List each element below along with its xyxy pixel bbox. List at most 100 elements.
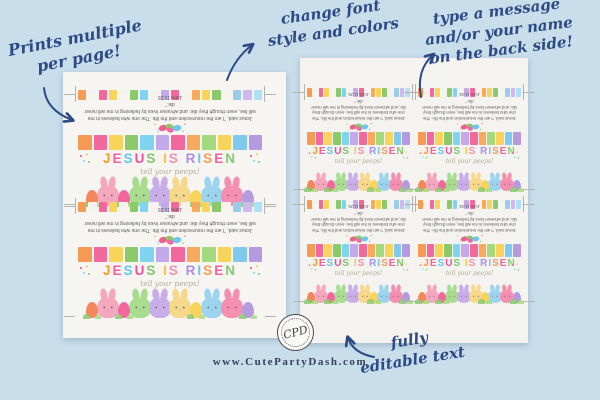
title-letter: N <box>396 258 405 269</box>
title-letter: S <box>123 151 135 166</box>
title-letter: U <box>445 258 454 269</box>
easter-egg-icon <box>83 189 101 207</box>
jellybean-cluster <box>78 234 262 245</box>
crop-mark <box>64 315 75 317</box>
strip-square <box>315 244 324 257</box>
strip-square <box>446 200 452 209</box>
scripture-reference: John 11:25 <box>459 92 480 98</box>
peep-bunny-icon <box>221 175 243 206</box>
strip-square <box>108 90 118 100</box>
crop-mark <box>265 206 276 207</box>
title-letter: S <box>437 146 446 157</box>
strip-square <box>470 132 478 145</box>
note-change-font: change font style and colors <box>260 0 404 52</box>
crop-mark <box>523 84 524 100</box>
strip-square <box>504 88 510 97</box>
confetti-sprinkles-icon <box>511 263 520 271</box>
strip-square <box>312 88 318 97</box>
strip-square <box>435 88 441 97</box>
strip-square <box>487 88 493 97</box>
title-letter: E <box>112 151 124 166</box>
easter-card: Jesus said, “I am the resurrection and t… <box>64 86 276 207</box>
strip-square <box>393 132 402 145</box>
title-letter: R <box>185 263 198 278</box>
scripture-reference: John 11:25 <box>157 205 183 212</box>
strip-square <box>233 247 247 262</box>
strip-square <box>461 132 470 145</box>
crop-mark <box>265 315 276 317</box>
strip-square <box>359 244 367 257</box>
scripture-quote: Jesus said, “I am the resurrection and t… <box>84 213 256 234</box>
strip-square <box>341 88 347 97</box>
crop-mark <box>404 189 415 190</box>
strip-square <box>155 135 169 150</box>
strip-square <box>108 202 118 212</box>
strip-square <box>253 90 262 100</box>
crop-mark <box>293 204 304 205</box>
title-letter: S <box>168 263 180 278</box>
strip-square <box>393 200 399 209</box>
strip-square <box>324 132 333 145</box>
title-letter: N <box>225 263 237 278</box>
title-letter: E <box>388 258 397 269</box>
strip-square <box>496 244 504 257</box>
strip-square <box>307 244 315 257</box>
crop-mark <box>64 94 75 95</box>
strip-square <box>435 132 444 145</box>
title-letter: I <box>197 263 204 278</box>
fold-back-strip <box>78 90 262 100</box>
title-letter: J <box>103 151 113 166</box>
strip-square <box>232 202 242 212</box>
title-letter: J <box>312 146 319 157</box>
strip-square <box>493 200 498 209</box>
strip-square <box>202 135 216 150</box>
title-letter: S <box>437 258 446 269</box>
strip-square <box>426 244 435 257</box>
title-letter: I <box>488 258 493 269</box>
crop-mark <box>404 92 415 93</box>
strip-square <box>181 202 190 212</box>
strip-square <box>470 88 475 97</box>
strip-square <box>487 244 496 257</box>
strip-square <box>478 132 487 145</box>
strip-square <box>435 200 441 209</box>
scripture-quote: Jesus said, “I am the resurrection and t… <box>311 210 406 233</box>
jellybean-cluster <box>78 122 262 133</box>
jellybean-cluster <box>418 122 521 131</box>
easter-egg-icon <box>115 301 133 319</box>
strip-square <box>181 90 190 100</box>
strip-square <box>324 244 333 257</box>
jellybeans-icon <box>456 122 483 131</box>
title-letter: S <box>342 146 351 157</box>
title-letter: S <box>168 151 180 166</box>
strip-square <box>324 88 330 97</box>
strip-square <box>347 88 353 97</box>
strip-square <box>452 200 458 209</box>
scripture-reference: John 11:25 <box>459 204 480 210</box>
strip-square <box>370 88 376 97</box>
title-letter: E <box>499 258 508 269</box>
title-row: JESUS IS RISEN <box>307 258 410 271</box>
strip-square <box>376 88 382 97</box>
title-letter: U <box>134 263 147 278</box>
peep-bunny-icon <box>333 284 348 303</box>
peep-bunny-icon <box>169 287 191 318</box>
title-row: JESUS IS RISEN <box>78 152 262 166</box>
strip-square <box>402 132 411 145</box>
title-letter: E <box>499 146 508 157</box>
confetti-sprinkles-icon <box>419 263 428 271</box>
confetti-sprinkles-icon <box>249 265 260 275</box>
rainbow-strip <box>418 244 522 257</box>
strip-square <box>426 132 435 145</box>
strip-square <box>124 135 138 150</box>
strip-square <box>452 132 461 145</box>
crop-mark <box>415 196 416 212</box>
title-letter: N <box>507 258 516 269</box>
easter-egg-icon <box>399 180 413 192</box>
crop-mark <box>404 204 415 205</box>
crop-mark <box>415 84 416 100</box>
scripture-text: Jesus said, “I am the resurrection and t… <box>418 92 521 121</box>
rainbow-strip <box>78 247 262 262</box>
scripture-reference: John 11:25 <box>348 204 369 210</box>
title-row: JESUS IS RISEN <box>78 264 262 278</box>
